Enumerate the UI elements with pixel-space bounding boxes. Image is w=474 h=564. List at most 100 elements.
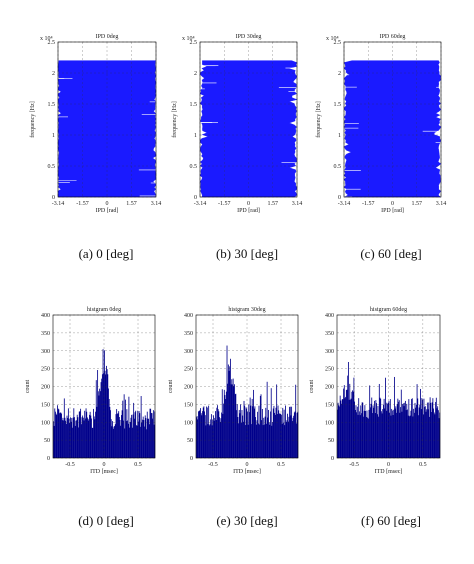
y-axis-label: count: [25, 380, 31, 394]
histogram-bar: [409, 415, 411, 458]
histogram-bar: [352, 390, 353, 458]
histogram-bar: [396, 412, 397, 458]
y-axis-label: frequency [Hz]: [29, 101, 36, 137]
histogram-bar: [114, 425, 116, 458]
caption-b: (b) 30 [deg]: [215, 246, 279, 261]
histogram-bar: [210, 414, 212, 458]
histogram-bar: [269, 424, 271, 458]
histogram-bar: [215, 411, 216, 458]
histogram-bar: [213, 420, 215, 458]
histogram-bar: [405, 410, 407, 458]
histogram-bar: [67, 417, 69, 458]
y-tick-label: 2: [52, 71, 55, 77]
histogram-bar: [225, 399, 227, 458]
histogram-bar: [385, 402, 387, 458]
histogram-bar: [143, 420, 145, 458]
histogram-bar: [438, 418, 440, 458]
x-tick-label: 3.14: [292, 201, 303, 207]
histogram-bar: [100, 382, 102, 458]
histogram-bar: [369, 385, 371, 458]
histogram-bar: [235, 393, 237, 458]
histogram-bar: [352, 391, 354, 458]
chart-panel-2: IPD 60deg 0 0.5 1 1.5 2 2.5 -3.14 -1.57 0 1.57 3.14…: [315, 34, 446, 214]
histogram-bar: [210, 419, 212, 458]
histogram-bar: [387, 403, 388, 458]
histogram-bar: [355, 405, 357, 458]
histogram-bar: [378, 416, 380, 458]
histogram-bar: [344, 398, 346, 458]
histogram-bar: [343, 388, 345, 458]
histogram-bar: [254, 406, 256, 458]
y-tick-label: 350: [325, 331, 334, 337]
histogram-bar: [376, 414, 378, 458]
histogram-bar: [426, 402, 428, 458]
histogram-bar: [360, 405, 362, 458]
histogram-bar: [372, 413, 373, 458]
y-tick-label: 2.5: [334, 40, 342, 46]
histogram-bar: [230, 358, 231, 458]
histogram-bar: [249, 397, 251, 458]
histogram-bar: [424, 406, 426, 458]
histogram-bar: [277, 405, 279, 458]
histogram-bar: [356, 412, 358, 458]
histogram-bar: [291, 421, 293, 458]
histogram-bar: [389, 412, 391, 458]
histogram-bar: [411, 398, 413, 458]
y-tick-label: 0.5: [334, 164, 342, 170]
histogram-bar: [244, 425, 246, 458]
histogram-bar: [92, 427, 94, 458]
histogram-bar: [107, 374, 109, 458]
histogram-bar: [126, 409, 128, 458]
histogram-bar: [110, 419, 112, 458]
histogram-bar: [215, 420, 217, 458]
histogram-bar: [82, 415, 84, 458]
histogram-bar: [253, 408, 255, 458]
histogram-bar: [433, 412, 435, 458]
histogram-bar: [418, 415, 419, 458]
histogram-bar: [411, 399, 412, 458]
histogram-bar: [110, 410, 111, 458]
histogram-bar: [404, 402, 406, 458]
histogram-bar: [282, 407, 284, 458]
histogram-bar: [120, 425, 122, 458]
histogram-bar: [129, 427, 130, 458]
histogram-bar: [271, 425, 273, 458]
histogram-bar: [70, 417, 71, 458]
histogram-bar: [63, 398, 65, 458]
histogram-bar: [203, 406, 205, 458]
histogram-bar: [393, 376, 395, 458]
histogram-bar: [258, 405, 260, 458]
histogram-bar: [345, 396, 347, 458]
histogram-bar: [59, 412, 61, 458]
histogram-bar: [348, 399, 350, 458]
y-tick-label: 1: [52, 133, 55, 139]
histogram-bar: [436, 408, 438, 458]
y-tick-label: 1: [338, 133, 341, 139]
histogram-bar: [84, 410, 86, 458]
y-multiplier-label: x 10⁴: [326, 36, 339, 42]
histogram-bar: [343, 385, 345, 458]
histogram-bar: [393, 409, 395, 458]
histogram-bar: [286, 420, 288, 458]
histogram-bar: [135, 410, 137, 458]
histogram-bar: [127, 420, 128, 458]
histogram-bar: [59, 413, 60, 458]
chart-title: IPD 60deg: [380, 34, 406, 40]
chart-title: IPD 0deg: [96, 34, 119, 40]
histogram-bar: [85, 408, 87, 458]
x-tick-label: -3.14: [52, 201, 65, 207]
histogram-bar: [268, 409, 269, 458]
histogram-bar: [380, 398, 382, 458]
histogram-bar: [87, 417, 88, 458]
histogram-bar: [415, 404, 417, 458]
histogram-bar: [395, 406, 397, 458]
histogram-bar: [238, 423, 239, 458]
y-tick-label: 1.5: [334, 102, 342, 108]
y-tick-label: 250: [41, 367, 50, 373]
histogram-bar: [226, 345, 228, 458]
histogram-bar: [287, 413, 288, 458]
axes-frame: [195, 314, 299, 459]
histogram-bar: [128, 396, 130, 458]
histogram-bar: [62, 417, 64, 458]
